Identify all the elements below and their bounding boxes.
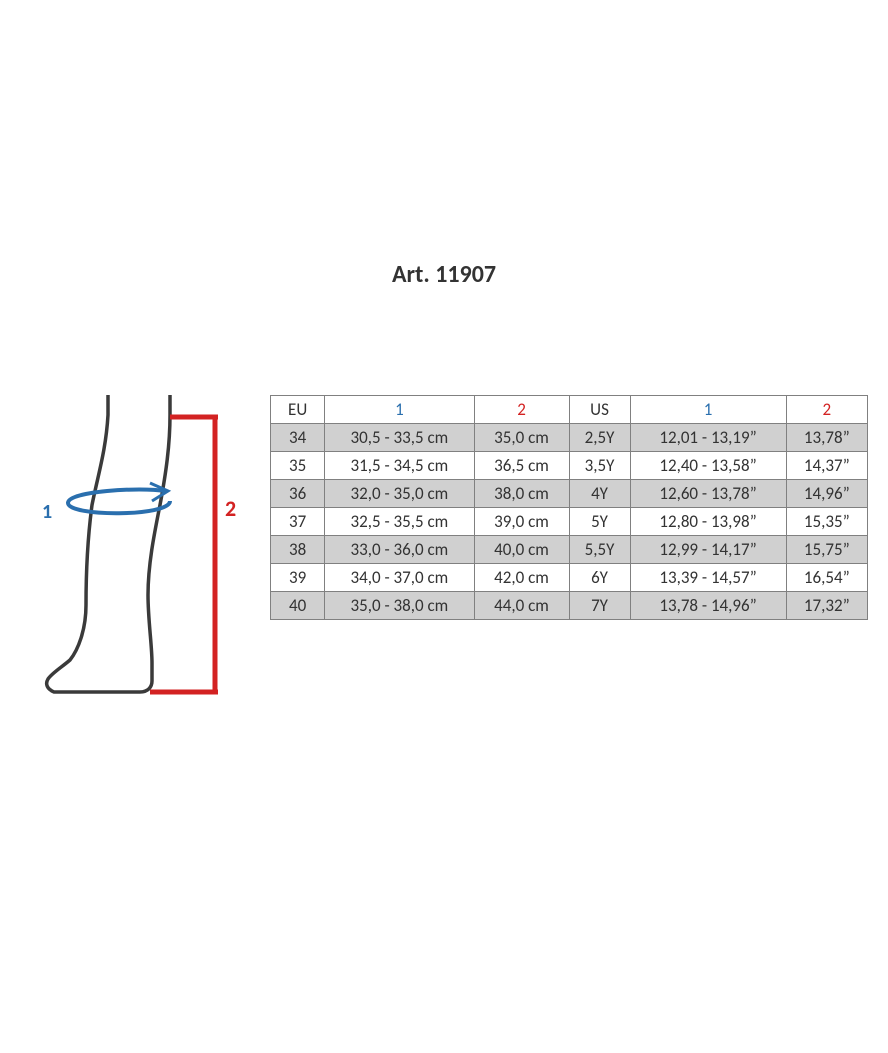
table-cell: 13,39 - 14,57” <box>630 564 786 592</box>
table-cell: 12,40 - 13,58” <box>630 452 786 480</box>
col-1-cm: 1 <box>325 396 474 424</box>
table-cell: 36,5 cm <box>474 452 569 480</box>
table-cell: 37 <box>271 508 325 536</box>
col-us: US <box>569 396 630 424</box>
content-row: 1 2 EU 1 2 US 1 2 3430,5 - 33,5 cm35,0 c… <box>20 395 868 715</box>
table-cell: 14,37” <box>786 452 867 480</box>
table-row: 4035,0 - 38,0 cm44,0 cm7Y13,78 - 14,96”1… <box>271 592 868 620</box>
table-row: 3934,0 - 37,0 cm42,0 cm6Y13,39 - 14,57”1… <box>271 564 868 592</box>
col-eu: EU <box>271 396 325 424</box>
leg-outline <box>47 395 170 692</box>
table-cell: 4Y <box>569 480 630 508</box>
table-cell: 39 <box>271 564 325 592</box>
table-row: 3732,5 - 35,5 cm39,0 cm5Y12,80 - 13,98”1… <box>271 508 868 536</box>
table-cell: 12,01 - 13,19” <box>630 424 786 452</box>
table-cell: 38,0 cm <box>474 480 569 508</box>
table-body: 3430,5 - 33,5 cm35,0 cm2,5Y12,01 - 13,19… <box>271 424 868 620</box>
table-cell: 12,80 - 13,98” <box>630 508 786 536</box>
table-cell: 35,0 cm <box>474 424 569 452</box>
table-cell: 36 <box>271 480 325 508</box>
leg-svg <box>20 395 250 715</box>
page-title: Art. 11907 <box>0 260 888 289</box>
table-cell: 40 <box>271 592 325 620</box>
table-row: 3430,5 - 33,5 cm35,0 cm2,5Y12,01 - 13,19… <box>271 424 868 452</box>
calf-arrow <box>68 483 170 513</box>
table-cell: 15,75” <box>786 536 867 564</box>
table-row: 3531,5 - 34,5 cm36,5 cm3,5Y12,40 - 13,58… <box>271 452 868 480</box>
table-cell: 5,5Y <box>569 536 630 564</box>
col-1-in: 1 <box>630 396 786 424</box>
size-table-wrap: EU 1 2 US 1 2 3430,5 - 33,5 cm35,0 cm2,5… <box>270 395 868 620</box>
diagram-label-1: 1 <box>42 500 52 524</box>
table-cell: 7Y <box>569 592 630 620</box>
table-cell: 35,0 - 38,0 cm <box>325 592 474 620</box>
table-cell: 33,0 - 36,0 cm <box>325 536 474 564</box>
leg-diagram: 1 2 <box>20 395 250 715</box>
table-cell: 15,35” <box>786 508 867 536</box>
table-cell: 17,32” <box>786 592 867 620</box>
table-cell: 44,0 cm <box>474 592 569 620</box>
table-cell: 34,0 - 37,0 cm <box>325 564 474 592</box>
height-indicator <box>150 417 218 692</box>
table-cell: 40,0 cm <box>474 536 569 564</box>
table-cell: 5Y <box>569 508 630 536</box>
table-cell: 13,78” <box>786 424 867 452</box>
table-cell: 3,5Y <box>569 452 630 480</box>
table-row: 3632,0 - 35,0 cm38,0 cm4Y12,60 - 13,78”1… <box>271 480 868 508</box>
table-cell: 12,99 - 14,17” <box>630 536 786 564</box>
col-2-cm: 2 <box>474 396 569 424</box>
table-cell: 13,78 - 14,96” <box>630 592 786 620</box>
table-cell: 35 <box>271 452 325 480</box>
table-cell: 42,0 cm <box>474 564 569 592</box>
table-cell: 32,0 - 35,0 cm <box>325 480 474 508</box>
table-cell: 2,5Y <box>569 424 630 452</box>
table-row: 3833,0 - 36,0 cm40,0 cm5,5Y12,99 - 14,17… <box>271 536 868 564</box>
table-cell: 39,0 cm <box>474 508 569 536</box>
col-2-in: 2 <box>786 396 867 424</box>
table-cell: 14,96” <box>786 480 867 508</box>
diagram-label-2: 2 <box>225 495 236 522</box>
table-cell: 32,5 - 35,5 cm <box>325 508 474 536</box>
table-cell: 12,60 - 13,78” <box>630 480 786 508</box>
table-header-row: EU 1 2 US 1 2 <box>271 396 868 424</box>
size-table: EU 1 2 US 1 2 3430,5 - 33,5 cm35,0 cm2,5… <box>270 395 868 620</box>
table-cell: 31,5 - 34,5 cm <box>325 452 474 480</box>
table-cell: 6Y <box>569 564 630 592</box>
table-cell: 38 <box>271 536 325 564</box>
table-cell: 34 <box>271 424 325 452</box>
table-cell: 16,54” <box>786 564 867 592</box>
table-cell: 30,5 - 33,5 cm <box>325 424 474 452</box>
